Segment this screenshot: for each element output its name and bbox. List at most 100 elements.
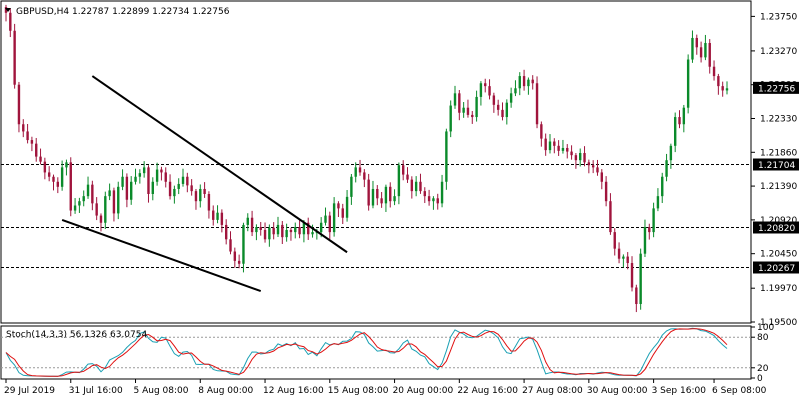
candle-body [294,227,297,233]
candle-body [574,155,578,161]
time-tick-label: 27 Aug 08:00 [522,386,583,396]
menu-triangle-icon[interactable] [5,8,11,12]
candle-body [255,227,258,233]
candle-body [579,153,582,161]
candle-body [583,153,586,163]
candle-body [272,227,275,235]
candle-body [643,227,647,254]
candle-body [406,174,409,180]
candle-body [509,93,513,103]
candle-body [186,176,189,186]
candle-body [479,83,483,97]
level-price-box [753,158,799,171]
candle-body [397,165,401,197]
price-tick-label: 1.23270 [760,47,797,57]
candle-body [341,208,344,218]
candle-body [410,179,414,192]
price-tick-label: 1.19970 [760,284,797,294]
candle-body [484,83,487,87]
candle-body [69,162,72,211]
candle-body [112,190,116,214]
candle-body [13,30,16,85]
candle-body [380,198,383,204]
candle-body [47,172,51,177]
candle-body [436,198,439,204]
candle-body [117,186,120,214]
candle-body [518,76,521,89]
candle-body [445,131,448,182]
candle-body [134,176,137,182]
time-tick-label: 20 Aug 00:00 [393,386,454,396]
candle-body [686,59,690,108]
candle-body [229,239,232,252]
candle-body [138,173,142,177]
candle-body [242,224,245,264]
candle-body [626,256,629,264]
candle-body [17,84,21,125]
candle-body [82,196,85,202]
candle-body [393,196,396,202]
candle-body [691,37,694,60]
candle-body [121,176,124,187]
candle-body [332,203,336,233]
price-pane[interactable]: 1.237501.232701.228001.223301.218601.213… [0,0,799,328]
candle-body [73,205,77,211]
candle-body [108,190,111,197]
candle-body [492,95,496,105]
candle-body [311,232,314,235]
candle-body [389,186,392,202]
candle-body [527,79,530,87]
candle-body [30,140,34,144]
candle-body [99,215,103,223]
candle-body [324,215,327,223]
candle-body [591,165,595,168]
candle-body [596,167,599,173]
trendline [61,218,262,293]
candle-body [600,172,603,182]
candle-body [125,176,129,200]
candle-body [570,151,573,156]
candle-body [220,212,224,225]
candle-body [78,201,81,206]
candle-body [268,227,271,240]
candle-body [656,196,660,209]
candle-body [661,176,664,197]
candle-body [514,88,517,94]
candle-body [648,227,651,233]
candle-body [449,105,452,132]
candle-body [419,181,422,192]
candle-body [695,37,698,48]
candle-body [717,76,720,87]
candle-body [52,176,55,182]
candle-body [207,194,211,211]
level-price-box [753,221,799,234]
candle-body [142,167,146,174]
current-price-label: 1.22756 [758,84,795,94]
candle-body [43,161,47,173]
candle-body [587,162,591,166]
candle-body [22,124,25,132]
stoch-pane-border [0,325,752,380]
current-price-marker: 1.22756 [753,81,799,94]
candle-body [617,248,621,259]
candle-body [233,251,237,261]
candle-body [354,167,357,177]
candle-body [177,183,180,189]
candle-body [35,143,38,157]
candles [4,4,729,313]
trendline [91,75,348,254]
time-tick-label: 30 Aug 00:00 [587,386,648,396]
price-tick-label: 1.21390 [760,182,797,192]
price-pane-border [0,0,752,324]
candle-body [367,179,370,206]
candle-body [673,117,677,146]
candle-body [4,7,8,13]
candle-body [453,93,457,106]
candle-body [682,107,686,125]
candle-body [475,96,478,118]
candle-body [263,229,267,240]
candle-body [505,102,509,118]
candle-body [194,191,198,202]
